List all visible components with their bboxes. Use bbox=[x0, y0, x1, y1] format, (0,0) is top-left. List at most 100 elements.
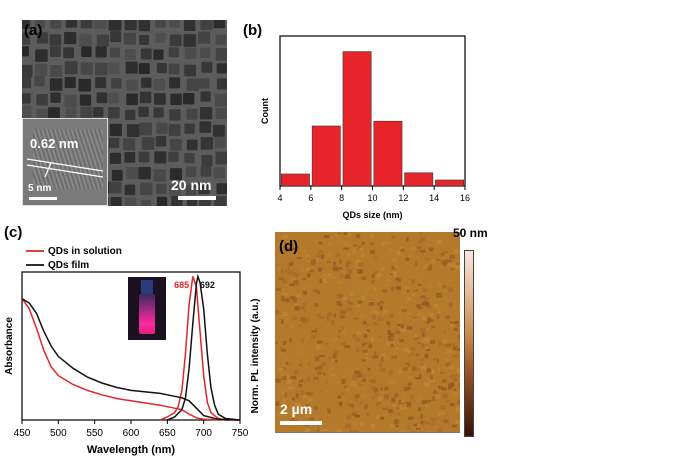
nanocube bbox=[200, 166, 212, 177]
hrtem-inset bbox=[22, 118, 108, 206]
afm-grain bbox=[456, 324, 460, 327]
afm-grain bbox=[350, 298, 354, 303]
afm-grain bbox=[458, 334, 460, 340]
afm-grain bbox=[417, 397, 420, 403]
afm-grain bbox=[305, 314, 308, 320]
afm-grain bbox=[451, 343, 455, 346]
afm-grain bbox=[301, 410, 305, 414]
tem-scale-bar bbox=[178, 196, 216, 200]
afm-grain bbox=[410, 316, 417, 319]
afm-grain bbox=[455, 419, 460, 424]
afm-grain bbox=[353, 317, 359, 320]
nanocube bbox=[36, 32, 49, 44]
nanocube bbox=[153, 78, 166, 91]
nanocube bbox=[22, 64, 33, 78]
afm-grain bbox=[350, 292, 354, 296]
afm-grain bbox=[310, 259, 317, 264]
nanocube bbox=[138, 106, 149, 118]
afm-grain bbox=[411, 366, 417, 372]
afm-grain bbox=[393, 257, 398, 262]
afm-grain bbox=[324, 410, 327, 414]
afm-grain bbox=[346, 253, 351, 257]
afm-grain bbox=[388, 409, 393, 414]
nanocube bbox=[155, 32, 166, 44]
afm-grain bbox=[314, 303, 318, 307]
afm-grain bbox=[363, 370, 370, 373]
afm-grain bbox=[428, 378, 435, 382]
nanocube bbox=[126, 79, 138, 91]
afm-grain bbox=[362, 349, 368, 353]
nanocube bbox=[139, 122, 152, 136]
afm-grain bbox=[306, 273, 311, 278]
nanocube bbox=[138, 20, 151, 32]
afm-grain bbox=[386, 341, 391, 347]
afm-grain bbox=[325, 253, 330, 258]
afm-grain bbox=[309, 417, 314, 421]
afm-grain bbox=[378, 362, 382, 367]
afm-grain bbox=[276, 401, 280, 406]
afm-grain bbox=[313, 289, 318, 293]
afm-grain bbox=[292, 397, 295, 401]
nanocube bbox=[169, 20, 180, 28]
afm-grain bbox=[351, 412, 357, 416]
y-axis-label-left: Absorbance bbox=[4, 317, 15, 375]
nanocube bbox=[96, 92, 108, 104]
afm-grain bbox=[432, 259, 435, 265]
afm-grain bbox=[361, 359, 366, 362]
nanocube bbox=[65, 107, 77, 119]
vial-photo bbox=[128, 277, 166, 340]
afm-grain bbox=[359, 315, 366, 318]
nanocube bbox=[155, 20, 166, 28]
afm-grain bbox=[443, 339, 448, 344]
afm-grain bbox=[411, 431, 417, 432]
afm-grain bbox=[412, 380, 418, 384]
afm-grain bbox=[278, 277, 284, 281]
afm-grain bbox=[346, 268, 352, 274]
afm-grain bbox=[381, 267, 385, 271]
afm-grain bbox=[364, 356, 370, 362]
afm-grain bbox=[407, 382, 412, 387]
afm-grain bbox=[399, 404, 405, 410]
nanocube bbox=[95, 46, 107, 58]
afm-grain bbox=[391, 265, 394, 271]
afm-grain bbox=[421, 400, 428, 405]
afm-grain bbox=[311, 351, 315, 356]
nanocube bbox=[49, 46, 61, 58]
afm-grain bbox=[366, 323, 371, 327]
afm-grain bbox=[427, 266, 432, 271]
afm-grain bbox=[318, 241, 323, 245]
afm-grain bbox=[410, 316, 414, 320]
afm-grain bbox=[357, 269, 363, 274]
afm-grain bbox=[420, 249, 426, 253]
afm-grain bbox=[377, 302, 380, 306]
afm-grain bbox=[277, 267, 282, 271]
afm-grain bbox=[367, 367, 371, 373]
x-tick-label: 600 bbox=[123, 428, 140, 439]
nanocube bbox=[215, 34, 227, 46]
afm-grain bbox=[307, 397, 313, 402]
afm-grain bbox=[294, 369, 299, 375]
nanocube bbox=[201, 154, 213, 167]
nanocube bbox=[214, 196, 227, 206]
afm-grain bbox=[392, 270, 398, 275]
afm-grain bbox=[315, 344, 321, 350]
afm-grain bbox=[337, 347, 340, 351]
afm-grain bbox=[275, 378, 281, 383]
afm-grain bbox=[377, 404, 384, 407]
afm-grain bbox=[304, 318, 310, 323]
afm-grain bbox=[280, 319, 284, 324]
afm-grain bbox=[362, 378, 366, 382]
afm-grain bbox=[292, 316, 297, 320]
afm-grain bbox=[384, 283, 389, 287]
afm-grain bbox=[418, 283, 422, 286]
afm-grain bbox=[454, 321, 459, 325]
afm-grain bbox=[362, 290, 368, 293]
afm-grain bbox=[290, 406, 296, 412]
afm-grain bbox=[417, 313, 424, 317]
afm-grain bbox=[277, 244, 283, 248]
afm-grain bbox=[282, 279, 288, 285]
afm-scale-bar bbox=[280, 421, 322, 425]
afm-grain bbox=[441, 410, 446, 415]
histogram-bar bbox=[311, 125, 341, 187]
afm-grain bbox=[374, 255, 377, 260]
